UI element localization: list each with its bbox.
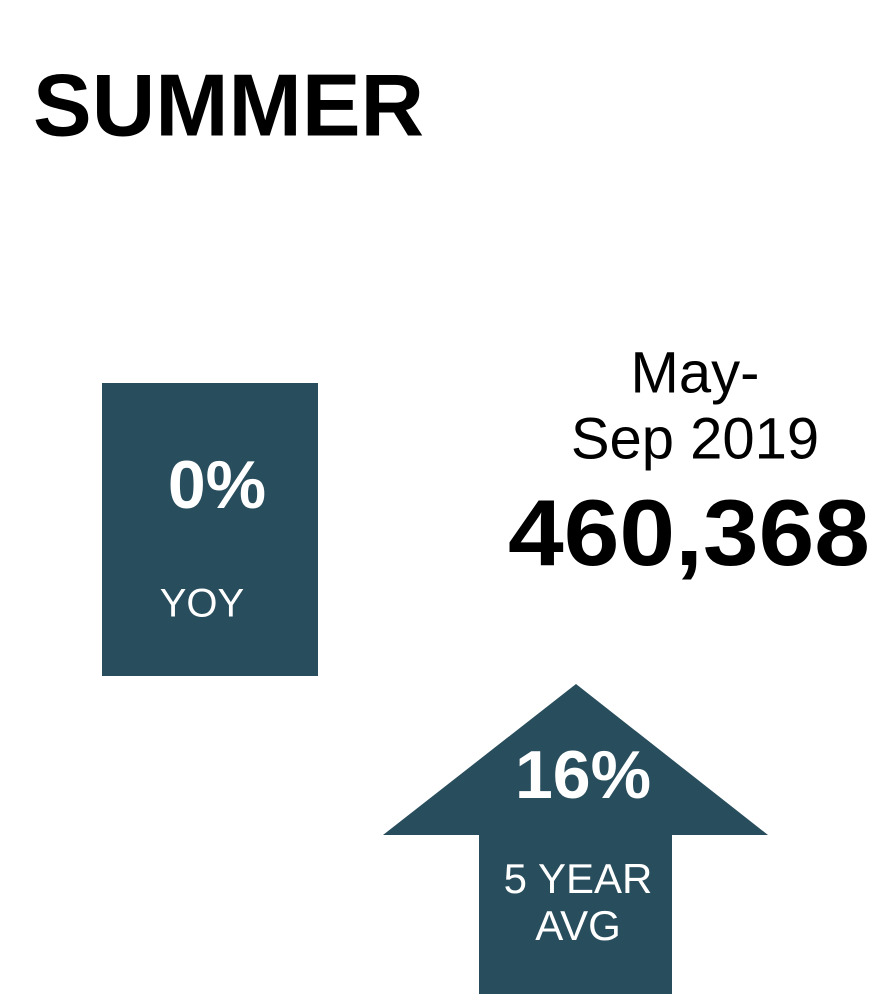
yoy-value: 0% bbox=[168, 447, 266, 523]
period: May- bbox=[631, 340, 760, 405]
yoy-label: YOY bbox=[160, 582, 244, 626]
title: SUMMER bbox=[33, 55, 424, 154]
period: Sep 2019 bbox=[571, 406, 819, 471]
yoy-box bbox=[102, 383, 318, 676]
five-year-label: AVG bbox=[535, 902, 621, 949]
five-year-value: 16% bbox=[515, 737, 651, 813]
total-value: 460,368 bbox=[508, 480, 870, 585]
up-arrow bbox=[383, 684, 768, 994]
five-year-label: 5 YEAR bbox=[504, 855, 653, 902]
